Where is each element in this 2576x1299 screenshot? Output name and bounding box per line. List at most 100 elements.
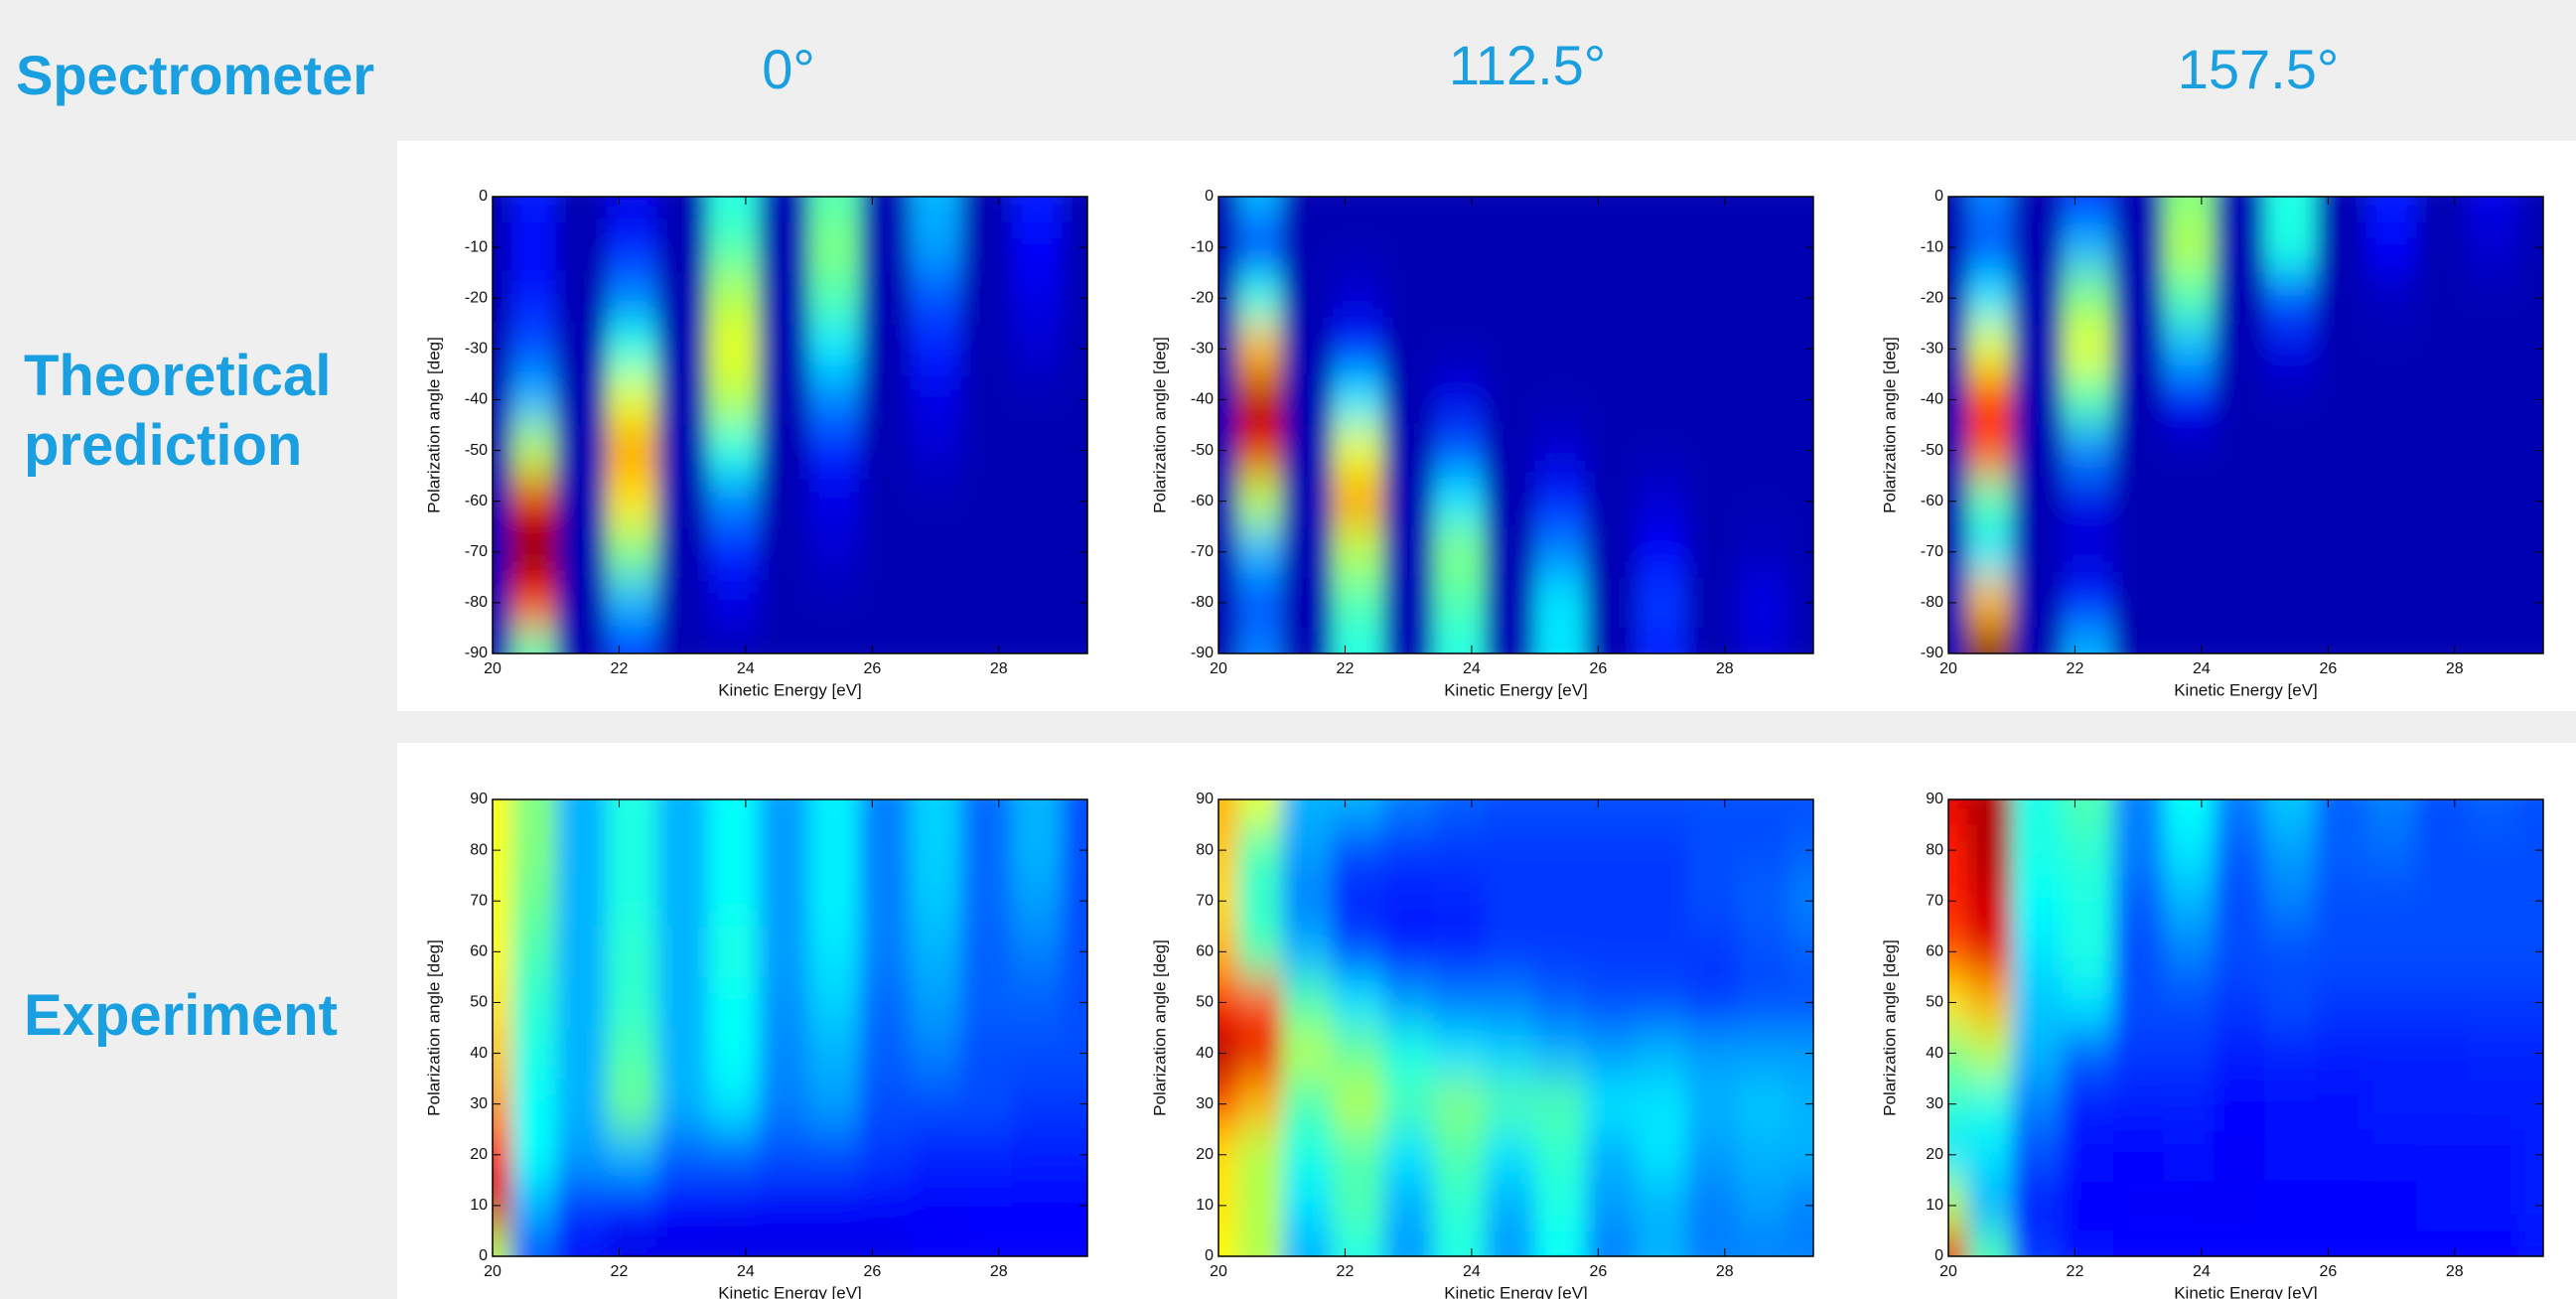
heat-cell <box>2011 628 2064 653</box>
heat-cell <box>1237 1230 1283 1256</box>
heat-cell <box>2315 824 2367 877</box>
heat-cell <box>511 926 557 978</box>
heat-cell <box>1382 875 1435 928</box>
heat-cell <box>1686 577 1739 629</box>
heat-cell <box>493 373 512 426</box>
heat-cell <box>2264 976 2317 1029</box>
heat-cell <box>511 526 557 578</box>
heat-cell <box>960 1028 1013 1080</box>
y-tick-label: 30 <box>1926 1095 1943 1112</box>
heat-cell <box>2315 323 2367 375</box>
heat-cell <box>1967 1129 2013 1181</box>
heat-cell <box>2315 197 2367 223</box>
heat-cell <box>1433 476 1486 527</box>
heat-cell <box>859 526 912 578</box>
heat-cell <box>1585 926 1638 978</box>
heat-cell <box>1737 476 1789 527</box>
heat-cell <box>606 526 658 578</box>
heat-cell <box>2062 221 2114 274</box>
plot-frame <box>1217 196 1814 654</box>
heat-cell <box>1534 976 1587 1029</box>
heat-cell <box>1967 577 2013 629</box>
heat-cell <box>758 323 810 375</box>
y-tick-label: 80 <box>1196 841 1214 858</box>
heat-cell <box>1484 476 1536 527</box>
heat-cell <box>1237 628 1283 653</box>
heat-cell <box>1636 799 1688 826</box>
x-tick-label: 22 <box>1337 1263 1355 1280</box>
heat-cell <box>2416 824 2469 877</box>
heat-cell <box>1948 926 1968 978</box>
heat-cell <box>1433 1230 1486 1256</box>
heat-cell <box>2264 323 2317 375</box>
heat-cell <box>859 197 912 223</box>
heat-cell <box>555 1129 608 1181</box>
x-tick-label: 26 <box>1589 1263 1607 1280</box>
x-tick-label: 20 <box>1939 1263 1957 1280</box>
heat-cell <box>758 875 810 928</box>
heat-cell <box>2011 1230 2064 1256</box>
x-tick-label: 24 <box>2193 1263 2211 1280</box>
heat-cell <box>2163 221 2216 274</box>
heat-cell <box>1433 926 1486 978</box>
heat-cell <box>1636 425 1688 477</box>
heat-cell <box>2214 799 2266 826</box>
heat-cell <box>2467 197 2519 223</box>
heat-cell <box>2062 526 2114 578</box>
heat-cell <box>808 323 861 375</box>
heat-cell <box>1967 799 2013 826</box>
heat-cell <box>1011 373 1064 426</box>
y-tick-label: 70 <box>470 892 488 909</box>
heat-cell <box>1281 476 1334 527</box>
heat-cell <box>1737 1079 1789 1130</box>
heat-cell <box>1281 526 1334 578</box>
heat-cell <box>1534 476 1587 527</box>
heat-cell <box>2315 577 2367 629</box>
heat-cell <box>1218 526 1238 578</box>
heat-cell <box>1433 197 1486 223</box>
heat-cell <box>1237 976 1283 1029</box>
heat-cell <box>1237 1180 1283 1231</box>
heat-cell <box>1281 926 1334 978</box>
heat-cell <box>656 272 709 325</box>
heat-cell <box>2112 1180 2165 1231</box>
heat-cell <box>1332 1129 1384 1181</box>
x-tick-label: 24 <box>737 660 755 677</box>
heat-cell <box>1948 425 1968 477</box>
heat-cell <box>859 1129 912 1181</box>
heat-cell <box>511 976 557 1029</box>
heat-cell <box>2163 824 2216 877</box>
heat-cell <box>606 875 658 928</box>
heat-cell <box>1636 476 1688 527</box>
heat-cell <box>2214 526 2266 578</box>
heat-cell <box>910 1129 962 1181</box>
heat-cell <box>2011 976 2064 1029</box>
heat-cell <box>1218 1079 1238 1130</box>
heat-cell <box>511 628 557 653</box>
heat-cell <box>707 373 760 426</box>
heat-cell <box>1281 221 1334 274</box>
heat-cell <box>2011 425 2064 477</box>
x-axis-label: Kinetic Energy [eV] <box>1444 1283 1588 1299</box>
heat-cell <box>1967 272 2013 325</box>
heat-cell <box>555 1230 608 1256</box>
y-tick-label: -30 <box>465 341 488 358</box>
heat-cell <box>511 221 557 274</box>
heat-cell <box>707 197 760 223</box>
heat-cell <box>1433 1079 1486 1130</box>
heat-cell <box>1433 221 1486 274</box>
y-tick-label: 20 <box>1196 1146 1214 1163</box>
heatmap <box>1948 799 2543 1256</box>
y-tick-label: 40 <box>1926 1045 1943 1062</box>
heat-cell <box>2365 221 2418 274</box>
heat-cell <box>493 476 512 527</box>
heat-cell <box>606 628 658 653</box>
heat-cell <box>555 976 608 1029</box>
heat-cell <box>606 197 658 223</box>
heat-cell <box>1585 1079 1638 1130</box>
heatmap-cells <box>1218 799 1813 1256</box>
heat-cell <box>2214 1180 2266 1231</box>
heatmap <box>493 197 1087 653</box>
heatmap <box>493 799 1087 1256</box>
